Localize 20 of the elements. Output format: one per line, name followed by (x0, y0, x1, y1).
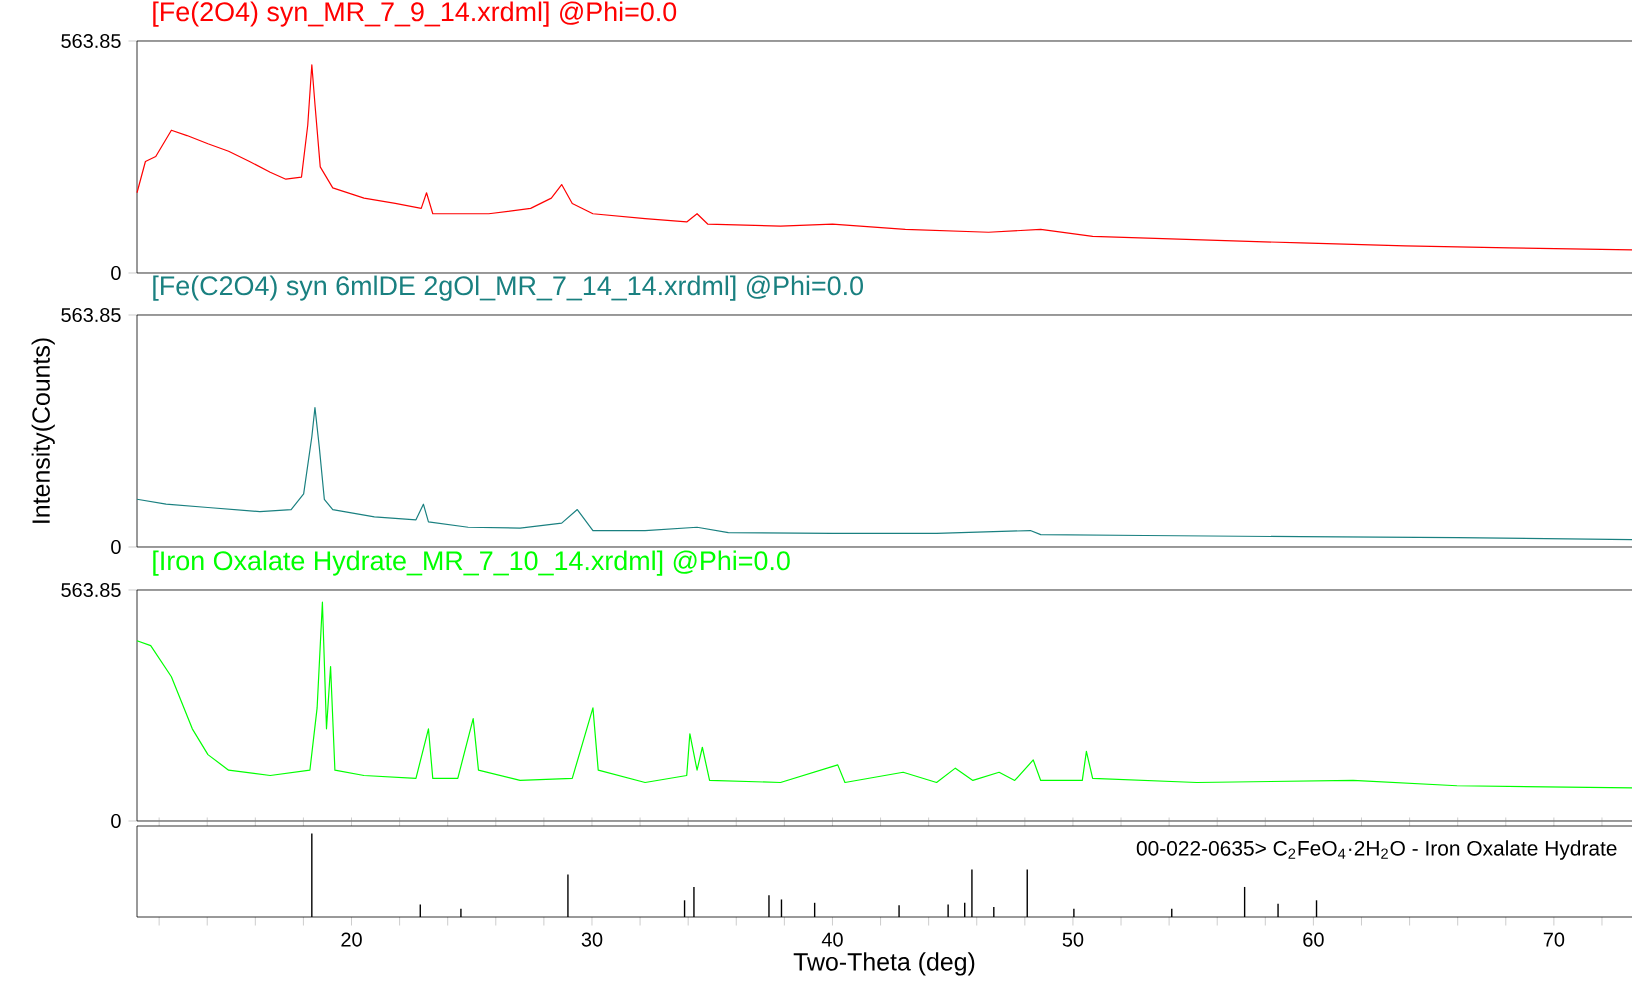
y-axis-title: Intensity(Counts) (31, 338, 55, 523)
y-tick-label: 0 (111, 539, 121, 555)
x-tick-label: 30 (581, 932, 603, 947)
annotation: 00-022-0635> C$_{2}$FeO$_{4}$·2H$_{2}$O - Iron Oxalate Hydrate (1136, 840, 1617, 860)
chart-title: [Fe(C2O4) syn 6mlDE 2gOl_MR_7_14_14.xrdml] @Phi=0.0 (153, 275, 863, 301)
y-tick-label: 0 (111, 813, 121, 829)
x-tick-label: 50 (1062, 932, 1084, 947)
x-tick-label: 40 (821, 932, 843, 947)
chart-title: [Fe(2O4) syn_MR_7_9_14.xrdml] @Phi=0.0 (153, 1, 677, 27)
x-tick-label: 20 (341, 932, 362, 947)
y-tick-label: 563.85 (61, 307, 121, 323)
x-tick-label: 60 (1303, 932, 1324, 947)
x-tick-label: 70 (1543, 932, 1565, 947)
chart-title: [Iron Oxalate Hydrate_MR_7_10_14.xrdml] @Phi=0.0 (153, 550, 790, 576)
line-series (136, 601, 1632, 789)
x-axis-title: Two-Theta (deg) (793, 952, 975, 976)
y-tick-label: 0 (111, 265, 121, 281)
line-series (136, 406, 1632, 541)
y-tick-label: 563.85 (61, 582, 121, 598)
y-tick-label: 563.85 (61, 33, 121, 49)
